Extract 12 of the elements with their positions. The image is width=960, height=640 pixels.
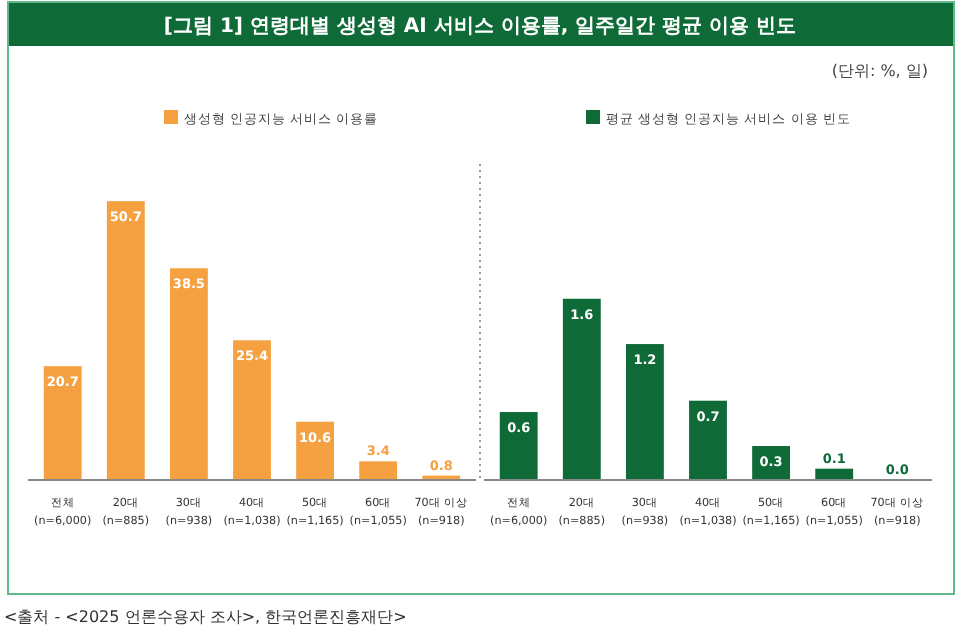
text: (단위: %, 일) <box>831 62 928 80</box>
bar <box>169 268 208 480</box>
bar <box>43 366 82 480</box>
bar <box>499 412 538 480</box>
text: <출처 - <2025 언론수용자 조사>, 한국언론진흥재단> <box>4 608 407 626</box>
bar <box>689 400 727 480</box>
bar <box>233 340 271 480</box>
bar <box>359 461 398 480</box>
chart-title: [그림 1] 연령대별 생성형 AI 서비스 이용률, 일주일간 평균 이용 빈도 <box>163 16 797 38</box>
bar <box>562 298 601 480</box>
bar <box>625 344 664 480</box>
bar <box>106 201 145 480</box>
